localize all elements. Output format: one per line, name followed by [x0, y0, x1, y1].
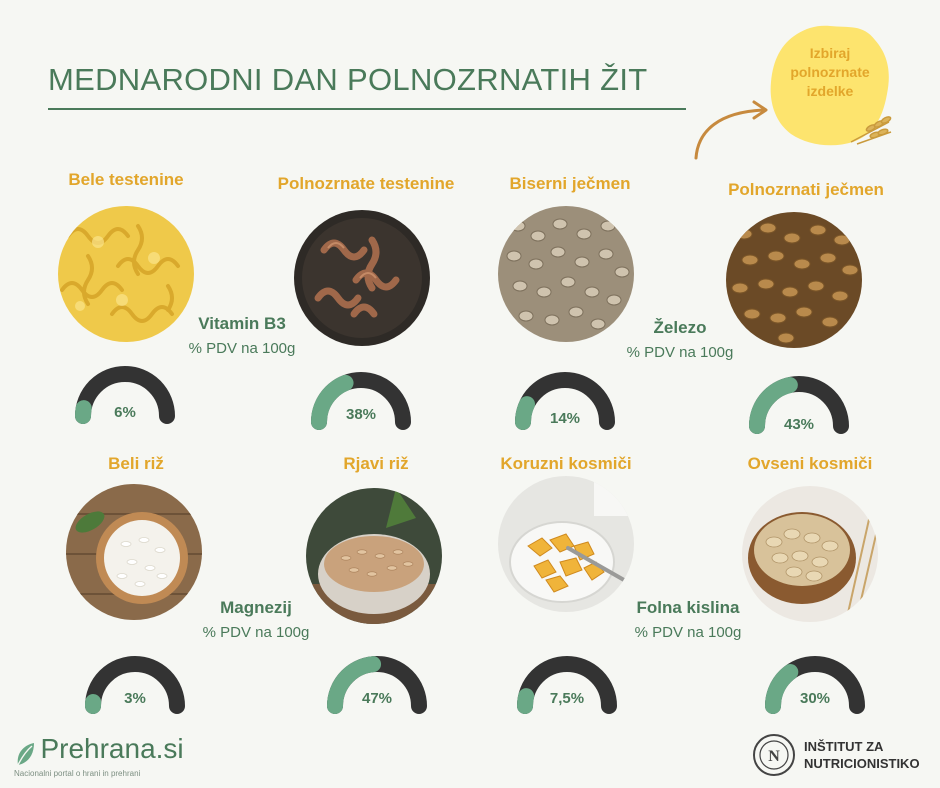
gauge-white-pasta: [70, 366, 180, 424]
page-title: MEDNARODNI DAN POLNOZRNATIH ŽIT: [48, 62, 648, 97]
title-underline: [48, 108, 686, 110]
nutrient-label-magnesium: Magnezij % PDV na 100g: [203, 598, 310, 641]
gauge-oat-flakes: [760, 656, 870, 714]
gauge-track: [85, 656, 185, 714]
brand-name: Prehrana.si: [40, 733, 184, 764]
prehrana-logo[interactable]: Prehrana.si Nacionalni portal o hrani in…: [14, 733, 184, 778]
white-rice-image: [66, 484, 202, 620]
seal-icon: N: [753, 734, 795, 776]
gauge-fill: [765, 664, 799, 714]
arrow-icon: [694, 100, 768, 160]
nutrient-name: Železo: [653, 318, 707, 337]
nutrient-unit: % PDV na 100g: [202, 624, 310, 641]
food-label-pearl-barley: Biserni ječmen: [509, 174, 631, 193]
gauge-brown-rice: [322, 656, 432, 714]
gauge-fill: [327, 656, 382, 714]
pearl-barley-image: [498, 206, 634, 342]
wholegrain-barley-image: [726, 212, 862, 348]
food-label-wholegrain-barley: Polnozrnati ječmen: [728, 180, 884, 199]
oat-flakes-image: [742, 486, 878, 622]
nutrient-name: Folna kislina: [636, 598, 740, 617]
wheat-icon: [850, 116, 892, 145]
gauge-fill: [517, 688, 535, 714]
badge-blob: [770, 25, 892, 146]
gauge-pearl-barley: [510, 372, 620, 430]
gauge-value: 43%: [783, 416, 815, 433]
gauge-track: [517, 656, 617, 714]
nutrient-name: Vitamin B3: [198, 314, 286, 333]
food-label-white-rice: Beli riž: [108, 454, 164, 473]
gauge-track: [75, 366, 175, 424]
gauge-fill: [515, 396, 535, 430]
nutrient-unit: % PDV na 100g: [634, 624, 742, 641]
brand-tagline: Nacionalni portal o hrani in prehrani: [14, 768, 141, 778]
gauge-fill: [311, 374, 354, 430]
gauge-value: 38%: [345, 406, 377, 423]
institute-logo[interactable]: N INŠTITUT ZA NUTRICIONISTIKO: [752, 733, 932, 779]
wholegrain-pasta-image: [294, 210, 430, 346]
nutrient-label-iron: Železo % PDV na 100g: [627, 318, 734, 361]
nutrient-unit: % PDV na 100g: [626, 344, 734, 361]
gauge-value: 6%: [114, 404, 136, 421]
food-label-brown-rice: Rjavi riž: [343, 454, 409, 473]
gauge-corn-flakes: [512, 656, 622, 714]
food-label-wholegrain-pasta: Polnozrnate testenine: [277, 174, 455, 193]
badge-text: Izbiraj polnozrnate izdelke: [790, 45, 870, 99]
gauge-value: 14%: [549, 410, 581, 427]
gauge-value: 30%: [799, 690, 831, 707]
food-label-white-pasta: Bele testenine: [68, 170, 184, 189]
institute-name: INŠTITUT ZA NUTRICIONISTIKO: [804, 739, 920, 771]
nutrient-unit: % PDV na 100g: [188, 340, 296, 357]
white-pasta-image: [58, 206, 194, 342]
svg-text:N: N: [768, 748, 780, 765]
nutrient-name: Magnezij: [220, 598, 292, 617]
gauge-white-rice: [80, 656, 190, 714]
nutrient-label-folic-acid: Folna kislina % PDV na 100g: [635, 598, 742, 641]
nutrient-label-vitamin-b3: Vitamin B3 % PDV na 100g: [189, 314, 296, 357]
leaf-icon: [17, 742, 34, 766]
gauge-wholegrain-barley: [744, 376, 854, 434]
gauge-value: 3%: [124, 690, 146, 707]
food-label-oat-flakes: Ovseni kosmiči: [747, 454, 873, 473]
gauge-value: 47%: [361, 690, 393, 707]
brown-rice-image: [306, 488, 442, 624]
gauge-fill: [749, 377, 798, 434]
corn-flakes-image: [498, 476, 634, 612]
gauge-wholegrain-pasta: [306, 372, 416, 430]
gauge-value: 7,5%: [549, 690, 585, 707]
food-label-corn-flakes: Koruzni kosmiči: [500, 454, 632, 473]
gauge-fill: [74, 400, 92, 424]
